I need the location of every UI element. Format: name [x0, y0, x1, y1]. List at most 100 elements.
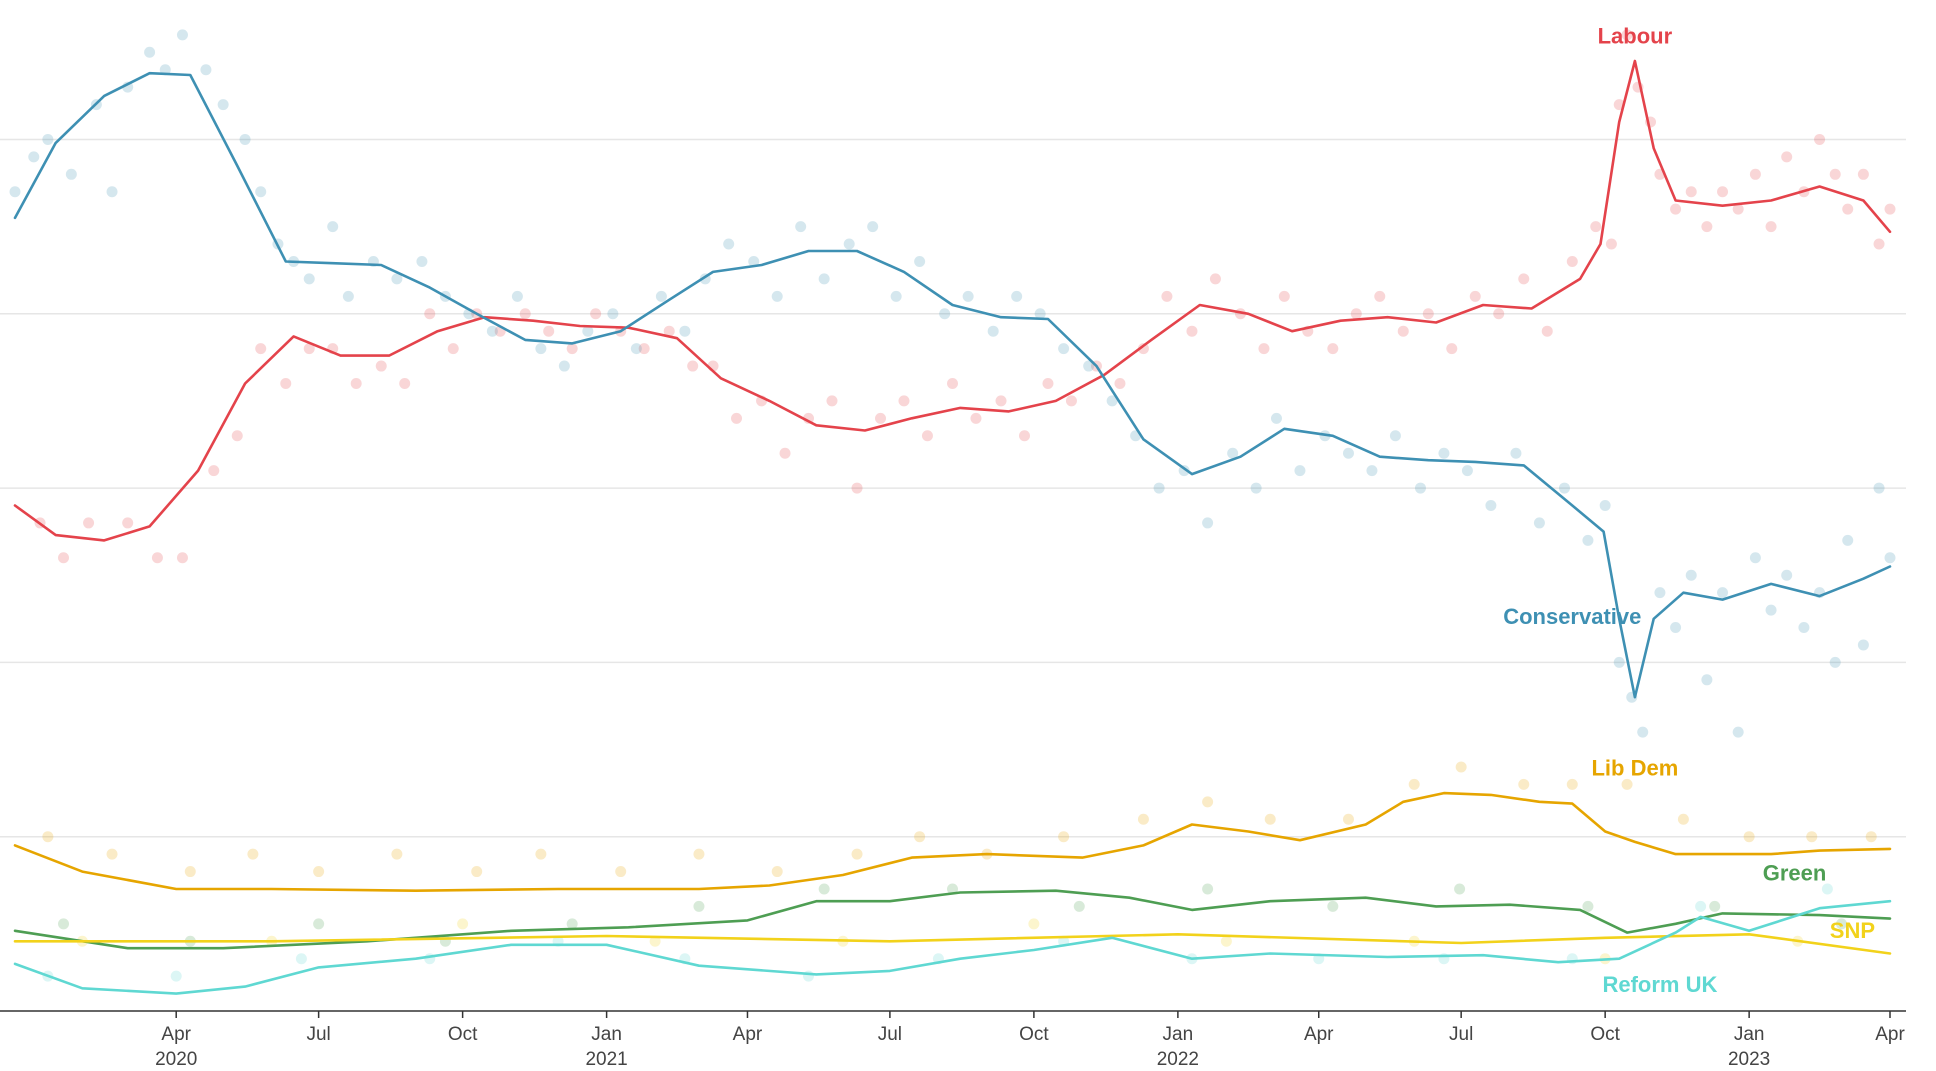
poll-dot	[1654, 587, 1666, 599]
poll-dot	[1829, 656, 1841, 668]
poll-dot	[1873, 238, 1885, 250]
poll-dot	[1599, 500, 1611, 511]
labour-trend-line	[13, 59, 1892, 542]
poll-dot	[1065, 395, 1077, 407]
poll-dot	[1408, 778, 1420, 790]
poll-dot	[231, 430, 243, 442]
poll-dot	[655, 290, 667, 302]
poll-dot	[1485, 500, 1497, 511]
poll-dot	[1042, 377, 1054, 389]
poll-dot	[1011, 290, 1023, 302]
poll-dot	[217, 99, 229, 111]
x-axis: Apr 2020 Jul Oct Jan 2021 Apr Jul Oct Jan 2022 Apr J…	[155, 1011, 1905, 1070]
poll-dot	[1566, 778, 1578, 790]
poll-dot	[1469, 290, 1481, 302]
trend-lines	[13, 59, 1892, 995]
poll-dot	[1220, 935, 1232, 947]
poll-dot	[1873, 482, 1885, 494]
poll-dot	[1533, 517, 1545, 529]
green-trend-line	[13, 889, 1892, 950]
poll-dot	[447, 343, 459, 355]
poll-dot	[106, 186, 118, 198]
poll-dot	[1621, 29, 1633, 41]
x-tick-label: Jul	[306, 1024, 330, 1045]
poll-dot	[313, 918, 325, 930]
poll-dot	[424, 308, 436, 320]
conservative-polls	[9, 29, 1896, 738]
poll-dot	[1749, 552, 1761, 564]
poll-dot	[914, 255, 926, 267]
poll-dot	[1414, 482, 1426, 494]
labour-label: Labour	[1598, 24, 1673, 49]
poll-dot	[1510, 447, 1522, 459]
snp-label: SNP	[1830, 918, 1875, 943]
reform-uk-label: Reform UK	[1602, 972, 1717, 997]
poll-dot	[1541, 325, 1553, 337]
poll-dot	[1884, 203, 1896, 215]
poll-dot	[399, 377, 411, 389]
x-year-label: 2023	[1728, 1049, 1770, 1070]
poll-dot	[151, 552, 163, 564]
poll-dot	[42, 133, 54, 145]
poll-dot	[1613, 656, 1625, 668]
poll-dot	[1350, 308, 1362, 320]
x-tick-label: Jan	[591, 1024, 622, 1045]
poll-dot	[375, 360, 387, 372]
poll-dot	[303, 273, 315, 285]
poll-dot	[255, 186, 267, 198]
poll-dot	[818, 273, 830, 285]
poll-dot	[58, 552, 70, 564]
poll-dot	[1209, 273, 1221, 285]
x-tick-label: Oct	[448, 1024, 478, 1045]
poll-dot	[1518, 778, 1530, 790]
x-tick-label: Apr	[1875, 1024, 1905, 1045]
poll-dot	[679, 325, 691, 337]
poll-dot	[170, 970, 182, 982]
poll-dot	[970, 412, 982, 424]
lib-dem-label: Lib Dem	[1591, 756, 1678, 781]
poll-dot	[176, 552, 188, 564]
poll-dot	[987, 325, 999, 337]
poll-dot	[9, 186, 21, 198]
poll-dot	[1582, 534, 1594, 546]
poll-dot	[208, 465, 220, 477]
poll-dot	[122, 517, 134, 529]
poll-dot	[144, 46, 156, 58]
poll-dot	[295, 953, 307, 965]
poll-dot	[649, 935, 661, 947]
poll-dot	[1461, 465, 1473, 477]
poll-dot	[1884, 552, 1896, 564]
x-tick-label: Jul	[1449, 1024, 1473, 1045]
poll-dot	[1264, 813, 1276, 825]
poll-dot	[582, 325, 594, 337]
poll-dot	[239, 133, 251, 145]
poll-dot	[1202, 517, 1214, 529]
poll-dot	[1732, 203, 1744, 215]
poll-dot	[1202, 883, 1214, 895]
poll-dot	[471, 866, 483, 878]
poll-dot	[1685, 569, 1697, 581]
poll-dot	[638, 343, 650, 355]
poll-dot	[1258, 343, 1270, 355]
poll-dot	[779, 447, 791, 459]
poll-dot	[350, 377, 362, 389]
poll-dot	[1605, 238, 1617, 250]
poll-dot	[898, 395, 910, 407]
poll-dot	[535, 848, 547, 860]
poll-dot	[947, 883, 958, 895]
poll-dot	[1493, 308, 1505, 320]
lib-dem-trend-line	[13, 791, 1892, 893]
poll-dot	[1749, 168, 1761, 180]
poll-dot	[1446, 343, 1458, 355]
poll-dot	[313, 866, 325, 878]
poll-dot	[1028, 918, 1040, 930]
x-year-label: 2022	[1157, 1049, 1199, 1070]
poll-dot	[771, 866, 783, 878]
poll-dot	[1558, 482, 1570, 494]
poll-dot	[42, 831, 54, 843]
poll-dot	[58, 918, 70, 930]
x-tick-label: Oct	[1590, 1024, 1620, 1045]
poll-dot	[875, 412, 887, 424]
poll-dot	[1717, 587, 1729, 599]
poll-dot	[795, 221, 807, 233]
